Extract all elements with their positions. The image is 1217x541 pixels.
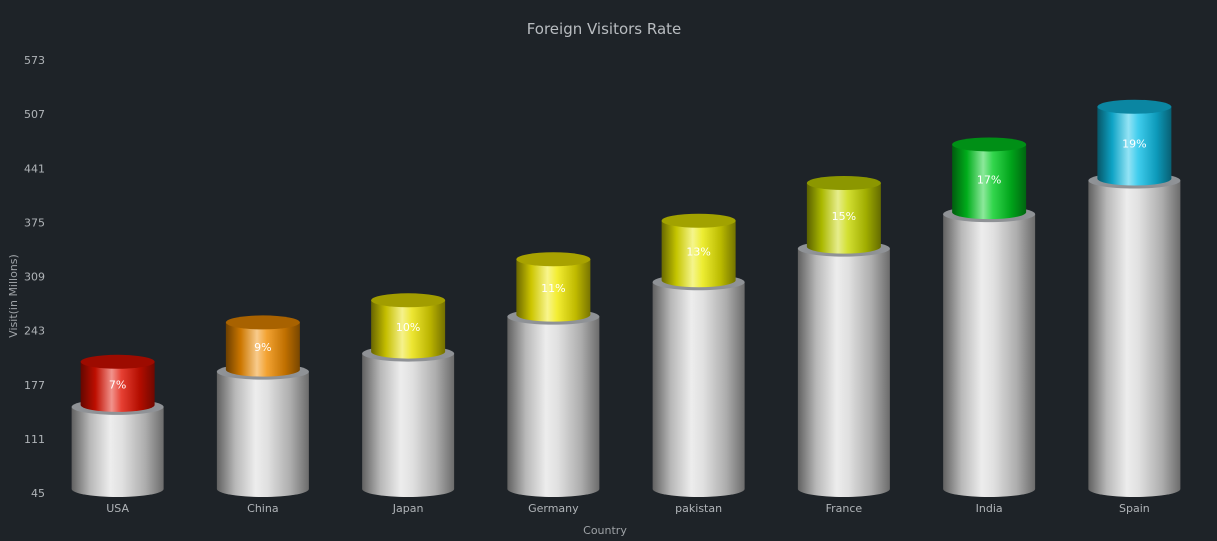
bar-group-pakistan[interactable]: 13%: [652, 213, 745, 497]
chart-title: Foreign Visitors Rate: [527, 20, 682, 38]
bar-base-usa[interactable]: [71, 406, 164, 497]
bar-group-india[interactable]: 17%: [943, 137, 1036, 497]
bar-group-france[interactable]: 15%: [797, 176, 890, 497]
bar-top-cap: [806, 176, 881, 191]
bar-base-china[interactable]: [216, 371, 309, 497]
bar-top-india[interactable]: [952, 144, 1027, 220]
bar-base-pakistan[interactable]: [652, 282, 745, 497]
bar-base-japan[interactable]: [362, 353, 455, 497]
bar-base-india[interactable]: [943, 214, 1036, 497]
x-tick-label-spain: Spain: [1119, 502, 1150, 515]
data-label-china: 9%: [254, 341, 271, 354]
bar-top-cap: [516, 252, 591, 267]
y-tick-label: 45: [31, 487, 45, 500]
y-axis: 45 111 177 243 309 375 441 507 573: [24, 54, 45, 500]
bars-group: 7% 9% 10% 11% 13% 15% 17% 19%: [71, 99, 1181, 497]
bar-group-germany[interactable]: 11%: [507, 252, 600, 497]
y-tick-label: 111: [24, 433, 45, 446]
bar-top-cap: [952, 137, 1027, 152]
data-label-japan: 10%: [396, 321, 420, 334]
bar-top-germany[interactable]: [516, 259, 591, 322]
bar-top-china[interactable]: [225, 322, 300, 377]
data-label-india: 17%: [977, 173, 1001, 186]
y-tick-label: 507: [24, 108, 45, 121]
y-tick-label: 309: [24, 271, 45, 284]
bar-group-spain[interactable]: 19%: [1088, 99, 1181, 497]
bar-top-cap: [1097, 99, 1172, 114]
y-tick-label: 441: [24, 162, 45, 175]
y-tick-label: 243: [24, 325, 45, 338]
bar-top-usa[interactable]: [80, 361, 155, 412]
x-tick-label-china: China: [247, 502, 278, 515]
y-tick-label: 573: [24, 54, 45, 67]
y-axis-title: Visit(in Millons): [7, 254, 20, 338]
bar-top-france[interactable]: [806, 183, 881, 254]
bar-top-pakistan[interactable]: [661, 220, 736, 288]
bar-top-japan[interactable]: [371, 300, 446, 359]
x-tick-label-usa: USA: [106, 502, 129, 515]
bar-base-spain[interactable]: [1088, 180, 1181, 497]
bar-group-japan[interactable]: 10%: [362, 293, 455, 497]
data-label-germany: 11%: [541, 282, 565, 295]
bar-top-cap: [371, 293, 446, 308]
bar-group-china[interactable]: 9%: [216, 315, 309, 497]
bar-top-cap: [661, 213, 736, 228]
x-tick-label-germany: Germany: [528, 502, 579, 515]
data-label-france: 15%: [832, 210, 856, 223]
x-tick-label-pakistan: pakistan: [675, 502, 722, 515]
data-label-spain: 19%: [1122, 138, 1146, 151]
x-tick-label-india: India: [976, 502, 1003, 515]
x-axis-title: Country: [583, 524, 627, 537]
data-label-pakistan: 13%: [686, 245, 710, 258]
x-tick-label-france: France: [826, 502, 863, 515]
bar-base-germany[interactable]: [507, 316, 600, 497]
x-tick-label-japan: Japan: [392, 502, 424, 515]
data-label-usa: 7%: [109, 378, 126, 391]
y-tick-label: 177: [24, 379, 45, 392]
bar-top-spain[interactable]: [1097, 106, 1172, 186]
bar-top-cap: [225, 315, 300, 330]
x-axis: USA China Japan Germany pakistan France India S…: [106, 502, 1150, 515]
bar-group-usa[interactable]: 7%: [71, 354, 164, 497]
bar-top-cap: [80, 354, 155, 369]
y-tick-label: 375: [24, 216, 45, 229]
bar-base-france[interactable]: [797, 248, 890, 497]
